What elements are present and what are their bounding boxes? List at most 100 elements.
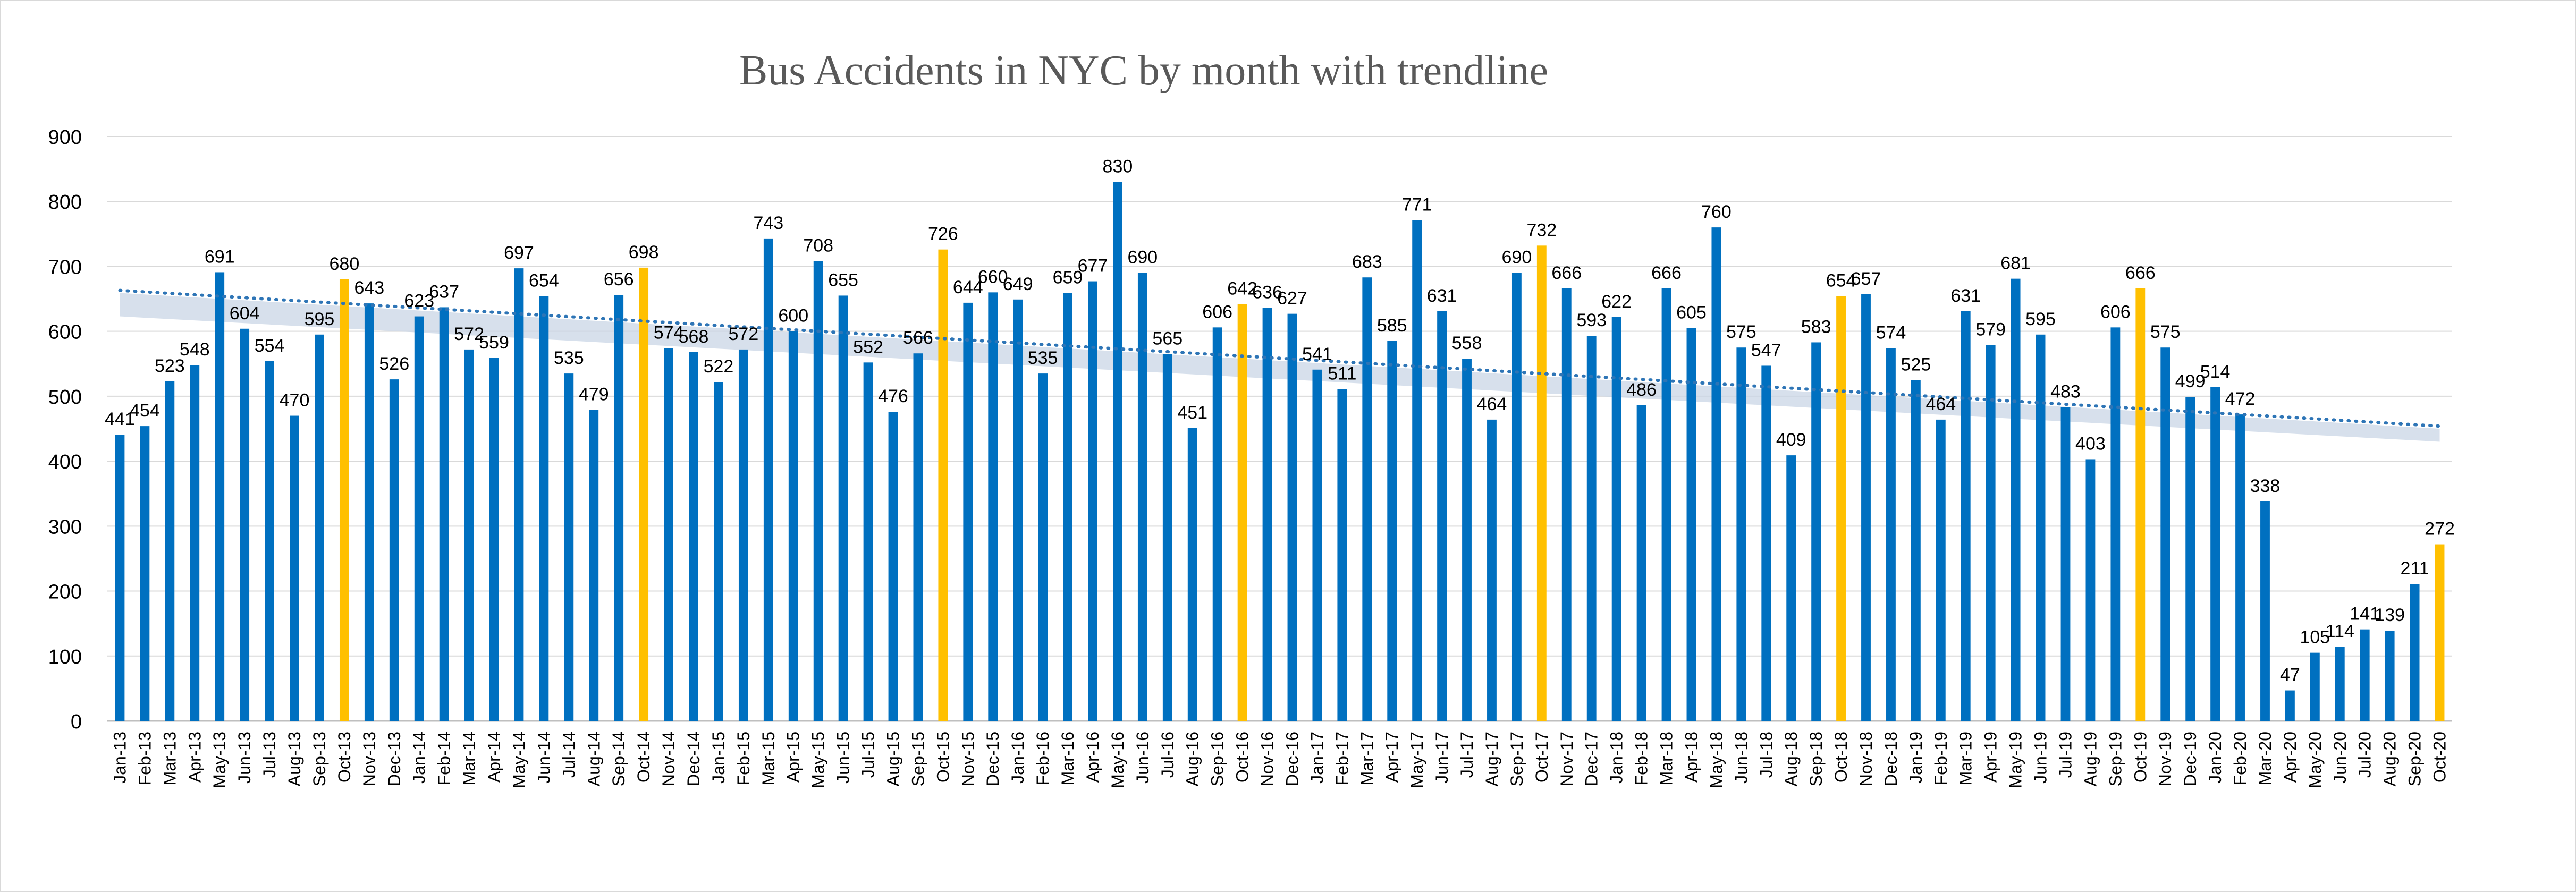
bar — [1911, 380, 1921, 721]
bar — [240, 328, 250, 721]
bar — [1711, 227, 1721, 721]
x-tick-label: May-15 — [809, 732, 828, 788]
bar — [1287, 313, 1297, 721]
data-label: 409 — [1776, 430, 1806, 450]
x-tick-label: May-18 — [1707, 732, 1726, 788]
x-tick-label: Oct-16 — [1233, 732, 1252, 783]
data-label: 655 — [828, 270, 858, 290]
data-label: 600 — [778, 306, 808, 326]
data-label: 595 — [305, 309, 335, 329]
x-tick-label: Nov-17 — [1557, 732, 1576, 786]
x-tick-label: Jan-16 — [1008, 732, 1027, 784]
bar — [2410, 584, 2420, 721]
x-tick-label: Mar-15 — [759, 732, 778, 785]
x-tick-label: Sep-13 — [310, 732, 329, 786]
data-label: 211 — [2400, 558, 2429, 579]
data-label: 535 — [1028, 348, 1058, 368]
bar — [888, 412, 898, 721]
x-tick-label: Mar-18 — [1657, 732, 1676, 785]
data-label: 558 — [1452, 333, 1482, 353]
y-tick-label: 100 — [48, 646, 82, 668]
bar — [1013, 299, 1023, 721]
data-label: 523 — [155, 356, 185, 376]
x-tick-label: Mar-14 — [460, 732, 479, 785]
x-tick-label: Jun-19 — [2031, 732, 2050, 784]
x-tick-label: Dec-14 — [684, 732, 703, 786]
x-tick-label: Jul-15 — [859, 732, 878, 778]
chart-title: Bus Accidents in NYC by month with trend… — [739, 47, 1548, 94]
x-tick-label: Nov-15 — [958, 732, 977, 786]
data-label: 622 — [1601, 292, 1632, 312]
x-tick-label: Oct-15 — [933, 732, 952, 783]
data-label: 656 — [604, 269, 634, 290]
x-tick-label: Jun-16 — [1133, 732, 1152, 784]
data-label: 568 — [679, 327, 709, 347]
bar — [489, 358, 499, 721]
data-label: 680 — [330, 254, 360, 274]
bar — [2085, 459, 2096, 721]
x-tick-label: Nov-19 — [2156, 732, 2175, 786]
data-label: 574 — [654, 322, 684, 343]
x-tick-label: Jan-20 — [2206, 732, 2225, 784]
bar — [414, 316, 424, 721]
data-label: 139 — [2375, 605, 2405, 625]
bar — [1063, 293, 1072, 721]
x-tick-label: Jan-13 — [110, 732, 129, 784]
bar — [689, 352, 698, 721]
data-label: 595 — [2025, 309, 2056, 329]
bar — [1437, 311, 1447, 721]
x-tick-label: Mar-16 — [1058, 732, 1077, 785]
data-label: 526 — [379, 354, 409, 374]
bar — [1861, 294, 1871, 721]
bar — [2235, 414, 2245, 721]
x-tick-label: May-13 — [210, 732, 229, 788]
bar — [165, 381, 175, 721]
trendline-line — [118, 288, 2442, 428]
y-tick-label: 800 — [48, 191, 82, 214]
data-label: 566 — [903, 328, 933, 348]
bar — [1112, 182, 1122, 721]
data-label: 464 — [1477, 394, 1507, 414]
x-tick-label: Feb-19 — [1931, 732, 1950, 785]
y-tick-label: 300 — [48, 516, 82, 538]
x-tick-label: Jul-20 — [2355, 732, 2375, 778]
data-label: 631 — [1427, 286, 1457, 306]
x-tick-label: Jan-19 — [1906, 732, 1925, 784]
data-label: 732 — [1526, 220, 1557, 240]
data-label: 575 — [1726, 322, 1756, 342]
data-label: 697 — [504, 243, 534, 263]
data-label: 476 — [878, 386, 908, 406]
x-tick-label: Jun-17 — [1432, 732, 1451, 784]
bar — [2036, 334, 2046, 721]
bar — [1986, 345, 1996, 721]
x-tick-label: Nov-14 — [659, 732, 678, 786]
x-tick-label: Nov-18 — [1856, 732, 1876, 786]
data-label: 547 — [1751, 340, 1781, 360]
bar — [1811, 342, 1821, 721]
y-tick-label: 400 — [48, 451, 82, 473]
bar — [1786, 455, 1796, 721]
x-tick-label: Feb-17 — [1332, 732, 1352, 785]
data-labels: 4414545235486916045544705956806435266236… — [105, 157, 2455, 685]
x-tick-label: Nov-16 — [1258, 732, 1277, 786]
data-label: 470 — [280, 390, 310, 411]
data-label: 606 — [2100, 302, 2131, 322]
bar — [1886, 348, 1896, 721]
x-tick-label: May-16 — [1108, 732, 1127, 788]
bar — [1586, 336, 1597, 721]
bar — [564, 373, 574, 721]
bar — [1761, 365, 1771, 721]
data-label: 726 — [928, 224, 958, 244]
data-label: 525 — [1901, 354, 1931, 375]
y-tick-label: 700 — [48, 256, 82, 278]
bar — [763, 238, 773, 721]
x-tick-label: Jan-18 — [1607, 732, 1626, 784]
bar — [2285, 690, 2295, 721]
data-label: 605 — [1676, 303, 1707, 323]
data-label: 637 — [429, 282, 459, 302]
bar — [464, 349, 474, 721]
bar — [1412, 220, 1422, 721]
data-label: 677 — [1078, 256, 1108, 276]
y-axis: 0 100 200 300 400 500 600 700 800 900 — [48, 126, 82, 733]
